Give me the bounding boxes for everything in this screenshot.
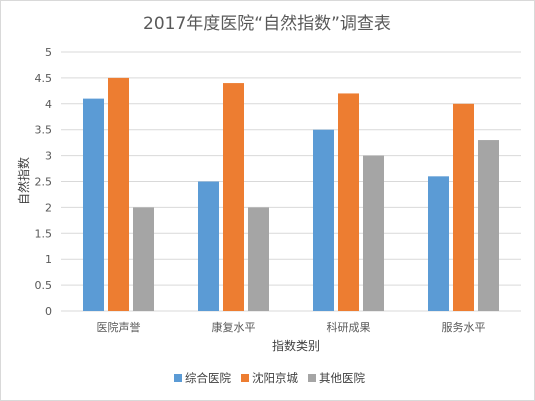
x-axis-ticks: 医院声誉 康复水平 科研成果 服务水平 [97, 320, 486, 334]
x-tick-label: 服务水平 [442, 321, 486, 334]
legend-label: 综合医院 [185, 371, 231, 385]
bar [223, 83, 244, 311]
bar [108, 77, 129, 312]
y-tick-label: 5 [45, 46, 52, 59]
y-tick-label: 1.5 [35, 227, 53, 240]
bar [83, 98, 104, 312]
chart-title: 2017年度医院“自然指数”调查表 [143, 14, 391, 34]
bar [133, 207, 154, 311]
bar [248, 207, 269, 311]
bar [428, 176, 449, 311]
legend-label: 其他医院 [319, 371, 365, 385]
bar [478, 140, 499, 311]
legend-swatch [308, 374, 316, 382]
y-axis-ticks: 0 0.5 1 1.5 2 2.5 3 3.5 4 4.5 5 [35, 46, 53, 318]
x-tick-label: 科研成果 [327, 320, 371, 334]
legend-swatch [174, 374, 182, 382]
bar [453, 103, 474, 311]
bar [313, 129, 334, 311]
y-tick-label: 2 [45, 201, 52, 214]
legend-swatch [241, 374, 249, 382]
y-tick-label: 1 [45, 253, 52, 266]
x-tick-label: 康复水平 [212, 320, 256, 334]
x-axis-title: 指数类别 [272, 338, 320, 353]
y-tick-label: 4.5 [35, 72, 53, 85]
bar [198, 181, 219, 311]
x-tick-label: 医院声誉 [97, 320, 141, 334]
bars [83, 77, 499, 312]
y-tick-label: 2.5 [35, 176, 53, 189]
y-tick-label: 3.5 [35, 124, 53, 137]
grid-lines [61, 51, 521, 312]
y-axis-title: 自然指数 [16, 157, 31, 205]
y-tick-label: 3 [45, 150, 52, 163]
legend: 综合医院 沈阳京城 其他医院 [174, 371, 365, 385]
bar [338, 93, 359, 311]
y-tick-label: 0.5 [35, 279, 53, 292]
bar [363, 155, 384, 311]
y-tick-label: 4 [45, 98, 52, 111]
legend-label: 沈阳京城 [252, 371, 298, 385]
y-tick-label: 0 [45, 305, 52, 318]
